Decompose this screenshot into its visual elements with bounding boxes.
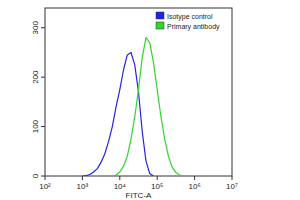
x-tick [119,176,120,180]
x-tick-label: 10⁶ [188,182,200,191]
legend-label: Primary antibody [167,23,220,31]
y-tick [41,126,45,127]
plot-frame [45,8,232,176]
series-line [112,38,183,176]
x-tick-label: 10² [39,182,51,191]
y-tick [41,77,45,78]
plot-area [82,38,183,176]
y-tick [41,27,45,28]
x-tick [232,176,233,180]
chart-root: 10² 10³ 10⁴ 10⁵ 10⁶ 10⁷ 0 100 200 300 FITC-A Isotyp… [0,0,300,200]
legend-swatch [156,22,164,29]
series-line [82,52,153,176]
legend-swatch [156,12,164,19]
x-tick [45,176,46,180]
y-tick-label: 0 [31,173,40,178]
x-tick [82,176,83,180]
x-tick-label: 10⁷ [226,182,238,191]
x-tick-label: 10³ [77,182,89,191]
x-axis-label: FITC-A [126,191,152,200]
x-tick [194,176,195,180]
y-tick [41,176,45,177]
y-tick-label: 100 [31,119,40,133]
y-tick-label: 300 [31,21,40,35]
y-tick-label: 200 [31,70,40,84]
x-tick-label: 10⁴ [114,182,127,191]
x-tick-label: 10⁵ [151,182,163,191]
x-tick [157,176,158,180]
legend-label: Isotype control [167,13,213,21]
chart: 10² 10³ 10⁴ 10⁵ 10⁶ 10⁷ 0 100 200 300 FITC-A Isotyp… [0,0,300,200]
